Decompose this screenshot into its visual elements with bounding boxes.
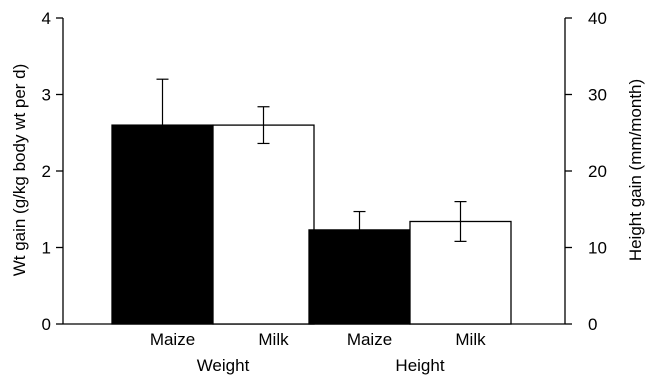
left-axis-ticks: 0 1 2 3 4: [42, 9, 63, 334]
bar-weight-milk: [212, 124, 315, 325]
category-labels: Maize Milk Maize Milk: [150, 330, 486, 349]
right-tick-label: 20: [588, 162, 607, 181]
right-tick-label: 30: [588, 86, 607, 105]
right-tick-label: 10: [588, 239, 607, 258]
bars: [111, 78, 512, 325]
right-tick-label: 0: [588, 315, 597, 334]
left-axis-title: Wt gain (g/kg body wt per d): [10, 64, 29, 277]
group-labels: Weight Height: [197, 356, 445, 375]
category-label: Milk: [258, 330, 289, 349]
category-label: Maize: [347, 330, 392, 349]
error-bar: [454, 201, 467, 242]
left-tick-label: 2: [42, 162, 51, 181]
category-label: Maize: [150, 330, 195, 349]
left-tick-label: 3: [42, 86, 51, 105]
error-bar: [353, 210, 366, 249]
left-tick-label: 4: [42, 9, 51, 28]
error-bar: [257, 106, 270, 145]
group-label: Height: [395, 356, 444, 375]
right-tick-label: 40: [588, 9, 607, 28]
right-axis-title: Height gain (mm/month): [626, 79, 645, 261]
group-label: Weight: [197, 356, 250, 375]
right-axis-ticks: 0 10 20 30 40: [565, 9, 607, 334]
left-tick-label: 0: [42, 315, 51, 334]
error-bar: [156, 78, 169, 172]
category-label: Milk: [455, 330, 486, 349]
left-tick-label: 1: [42, 239, 51, 258]
